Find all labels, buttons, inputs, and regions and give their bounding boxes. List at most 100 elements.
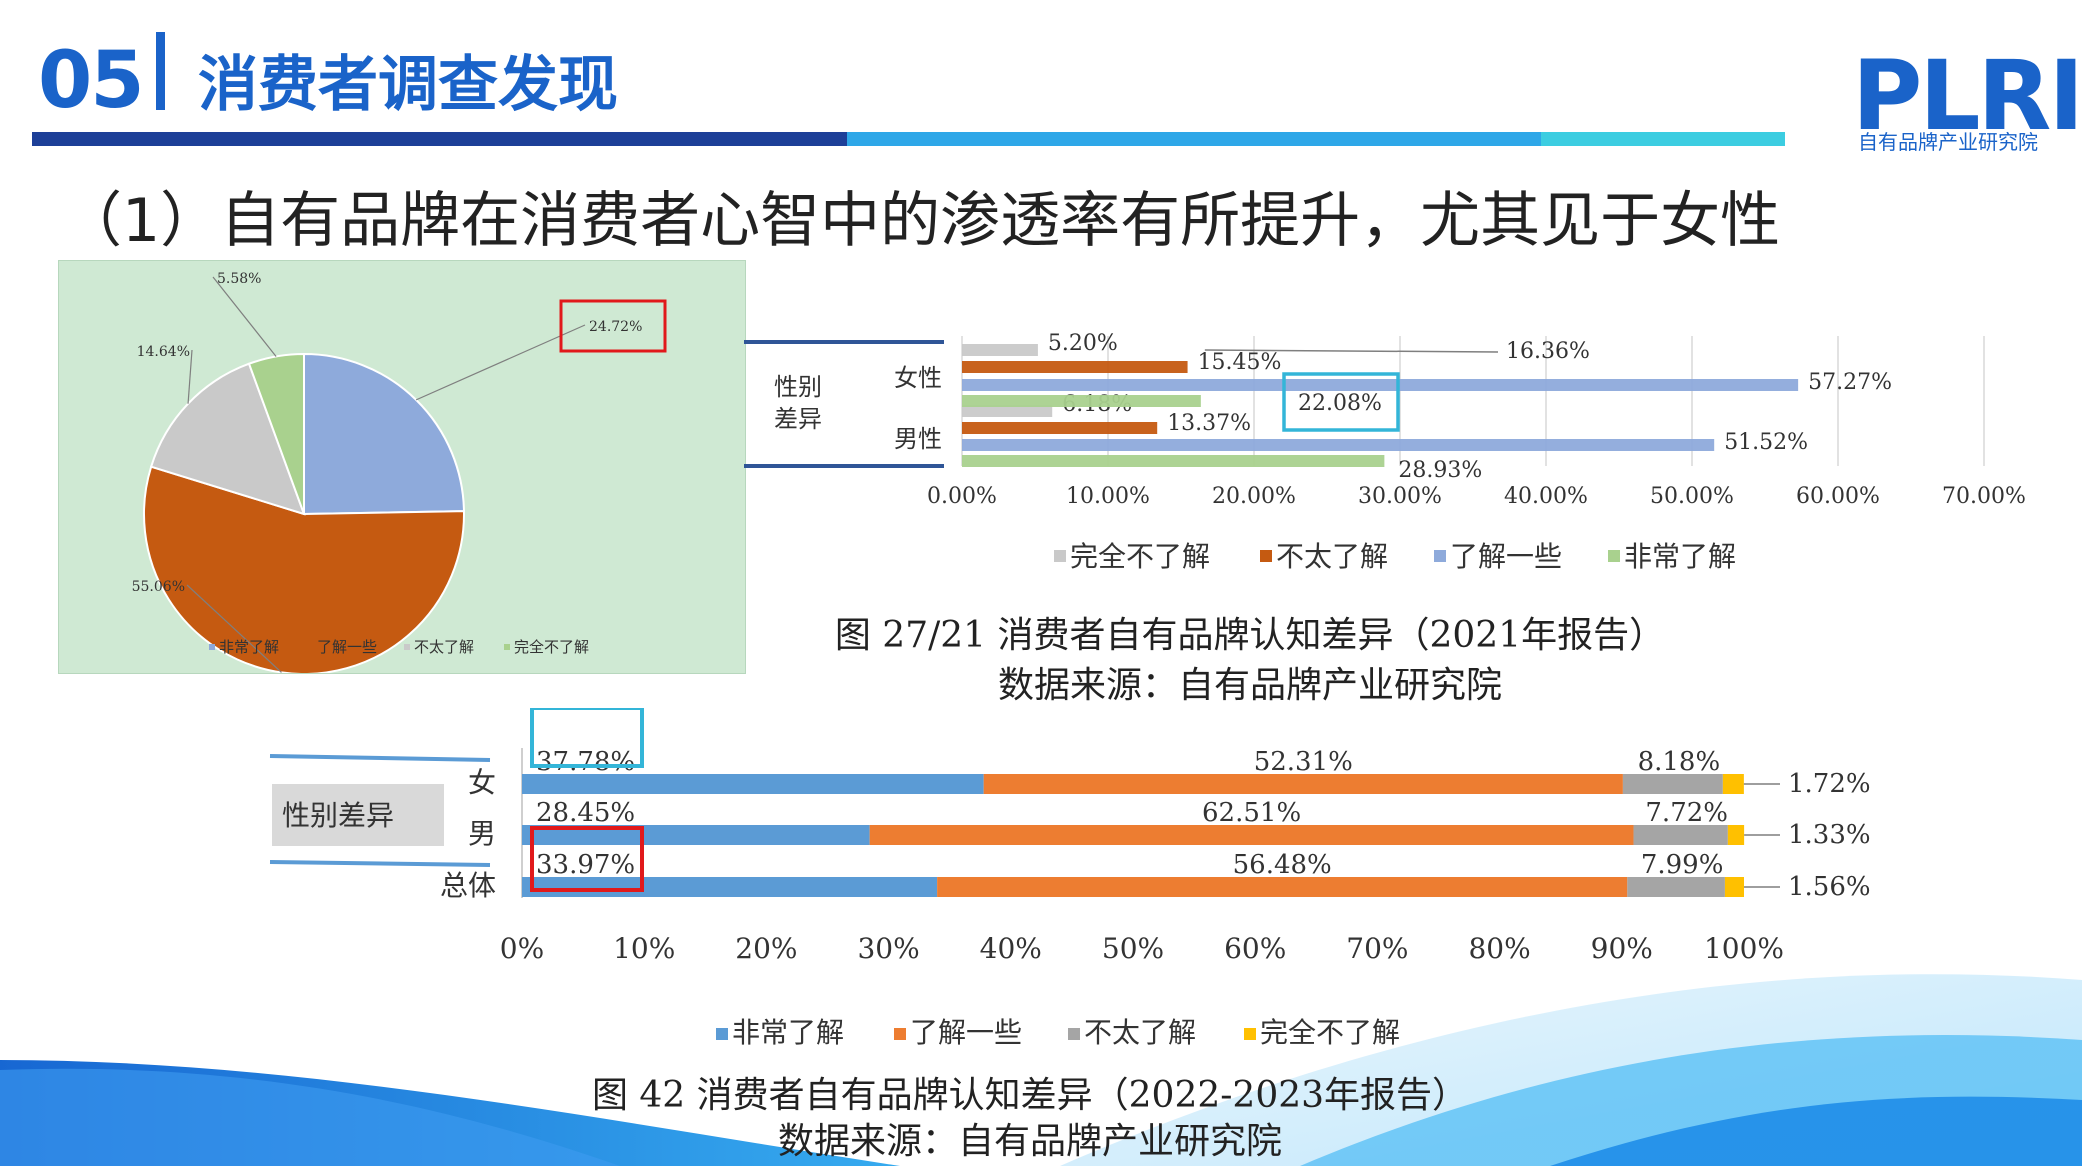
- legend-swatch: [894, 1028, 906, 1040]
- leader-line: [187, 349, 193, 404]
- category-label: 女: [468, 766, 496, 799]
- pie-data-label: 24.72%: [589, 319, 642, 335]
- x-tick-label: 10%: [613, 932, 675, 965]
- legend-swatch: [404, 644, 410, 650]
- x-tick-label: 20%: [735, 932, 797, 965]
- bar-chart-2021: 0.00% 10.00% 20.00% 30.00% 40.00% 50.00% 60.00…: [744, 331, 2026, 573]
- group-label: 差异: [774, 405, 822, 433]
- highlight-box: [530, 826, 644, 892]
- legend-label: 不太了解: [414, 638, 474, 656]
- section-title: 消费者调查发现: [198, 50, 618, 120]
- x-tick-label: 50.00%: [1650, 484, 1734, 509]
- legend-swatch: [1608, 550, 1620, 562]
- bar: [962, 439, 1715, 451]
- legend-label: 完全不了解: [514, 638, 589, 656]
- legend-label: 了解一些: [1450, 540, 1562, 573]
- x-tick-label: 40%: [980, 932, 1042, 965]
- highlight-box: [559, 299, 667, 353]
- leader-line: [1204, 349, 1499, 353]
- logo: PLRI: [1852, 40, 2082, 152]
- bar-data-label: 8.18%: [1638, 747, 1721, 777]
- bar: [962, 395, 1201, 407]
- bar-segment: [522, 877, 938, 897]
- legend-swatch: [1068, 1028, 1080, 1040]
- group-label: 性别: [774, 373, 822, 401]
- bar: [962, 422, 1158, 434]
- legend-label: 了解一些: [910, 1016, 1022, 1049]
- figure-caption-2022: 图 42 消费者自有品牌认知差异（2022-2023年报告）: [591, 1075, 1469, 1116]
- header-bar: [1541, 132, 1785, 146]
- bar-segment: [1724, 877, 1744, 897]
- bar-segment: [937, 877, 1628, 897]
- bar-segment: [869, 825, 1634, 845]
- highlight-box: [1282, 372, 1400, 432]
- pie-slice: [303, 352, 465, 516]
- legend-label: 不太了解: [1276, 540, 1388, 573]
- figure-caption-2021: 图 27/21 消费者自有品牌认知差异（2021年报告）: [834, 615, 1666, 656]
- legend-swatch: [716, 1028, 728, 1040]
- bar-data-label: 16.36%: [1506, 339, 1590, 364]
- legend-label: 非常了解: [219, 638, 279, 656]
- x-tick-label: 70.00%: [1942, 484, 2026, 509]
- x-tick-label: 90%: [1591, 932, 1653, 965]
- legend-swatch: [307, 644, 313, 650]
- group-bracket: [269, 754, 491, 762]
- legend-swatch: [209, 644, 215, 650]
- bar-segment: [1722, 774, 1744, 794]
- bar: [962, 455, 1385, 467]
- legend-label: 非常了解: [732, 1016, 844, 1049]
- bar-segment: [1622, 774, 1723, 794]
- bar-data-label: 33.97%: [536, 850, 635, 880]
- bar-data-label: 51.52%: [1724, 430, 1808, 455]
- bar-data-label: 1.72%: [1788, 769, 1871, 799]
- legend-label: 了解一些: [317, 638, 377, 656]
- x-tick-label: 30%: [857, 932, 919, 965]
- group-label-box: [272, 784, 444, 846]
- bar: [962, 344, 1038, 356]
- leader-line: [186, 584, 282, 673]
- bar-data-label: 37.78%: [536, 747, 635, 777]
- x-tick-label: 40.00%: [1504, 484, 1588, 509]
- x-tick-label: 100%: [1704, 932, 1784, 965]
- bar: [962, 361, 1188, 373]
- x-tick-label: 60.00%: [1796, 484, 1880, 509]
- x-tick-label: 60%: [1224, 932, 1286, 965]
- category-label: 男: [468, 817, 496, 850]
- highlight-box: [530, 708, 644, 768]
- bar-data-label: 7.72%: [1645, 798, 1728, 828]
- x-tick-label: 50%: [1102, 932, 1164, 965]
- logo-subtitle: 自有品牌产业研究院: [1858, 130, 2038, 154]
- header-bar: [32, 132, 847, 146]
- legend-label: 不太了解: [1084, 1016, 1196, 1049]
- legend-swatch: [1054, 550, 1066, 562]
- stacked-bar-chart-2022: 0% 10% 20% 30% 40% 50% 60% 70% 80% 90% 100% 性别差异 女男总…: [269, 708, 1871, 1049]
- figure-source-2021: 数据来源：自有品牌产业研究院: [997, 665, 1502, 706]
- pie-chart: 24.72% 55.06% 14.64% 5.58% 非常了解 了解一些 不太了解 完全不了解: [132, 271, 667, 675]
- bar-data-label: 1.33%: [1788, 820, 1871, 850]
- x-tick-label: 30.00%: [1358, 484, 1442, 509]
- x-tick-label: 20.00%: [1212, 484, 1296, 509]
- slide-heading: （1）自有品牌在消费者心智中的渗透率有所提升，尤其见于女性: [62, 186, 1781, 256]
- bar-data-label: 28.93%: [1398, 458, 1482, 483]
- bar: [962, 379, 1799, 391]
- x-tick-label: 0.00%: [927, 484, 997, 509]
- bar-data-label: 7.99%: [1641, 850, 1724, 880]
- category-label: 女性: [894, 364, 942, 392]
- pie-data-label: 14.64%: [137, 344, 190, 360]
- x-tick-label: 10.00%: [1066, 484, 1150, 509]
- bar-data-label: 62.51%: [1202, 798, 1301, 828]
- bar: [962, 405, 1053, 417]
- x-tick-label: 80%: [1468, 932, 1530, 965]
- x-tick-label: 0%: [500, 932, 544, 965]
- bar-data-label: 13.37%: [1167, 411, 1251, 436]
- highlight-label: 22.08%: [1298, 391, 1382, 416]
- bar-data-label: 52.31%: [1254, 747, 1353, 777]
- bar-segment: [1633, 825, 1728, 845]
- pie-chart-panel: 24.72% 55.06% 14.64% 5.58% 非常了解 了解一些 不太了解 完全不了解: [58, 260, 746, 675]
- legend-label: 非常了解: [1624, 540, 1736, 573]
- bar-data-label: 56.48%: [1233, 850, 1332, 880]
- legend-label: 完全不了解: [1070, 540, 1210, 573]
- header-bar: [847, 132, 1541, 146]
- figure-source-2022: 数据来源：自有品牌产业研究院: [777, 1121, 1282, 1162]
- legend-label: 完全不了解: [1260, 1016, 1400, 1049]
